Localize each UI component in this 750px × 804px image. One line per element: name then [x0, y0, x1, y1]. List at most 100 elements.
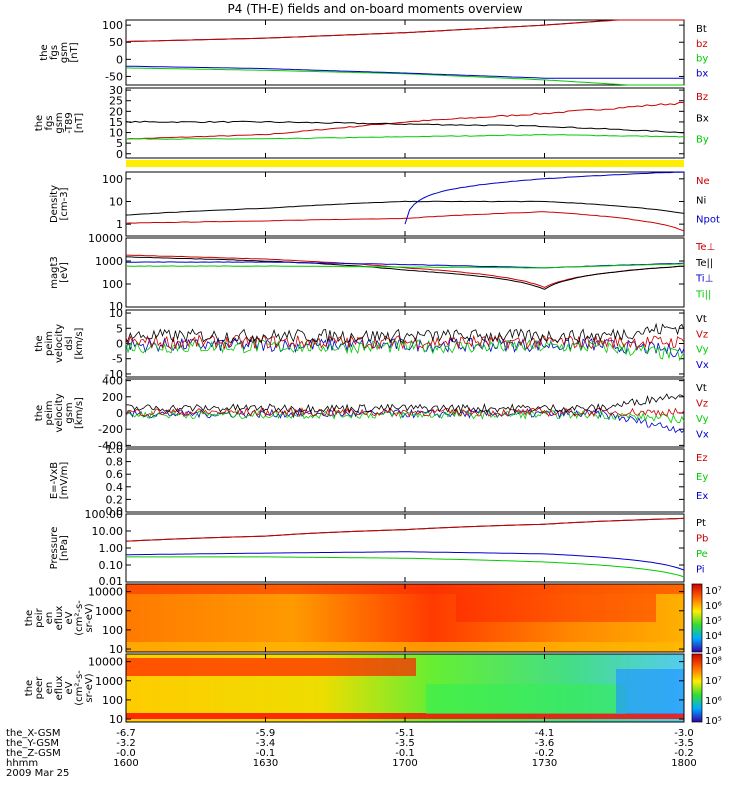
panel-temp: 10000 1000 100 10 magt3 [eV] Te⊥ Te|| Ti⊥ Ti|| [49, 232, 715, 313]
colorbar-label: 10⁷ [705, 586, 722, 597]
spectrogram-ion_spec [126, 584, 684, 652]
ephemeris-value: -6.7 [116, 728, 136, 739]
series-vel_dsl-Vz [125, 334, 685, 351]
legend-pe: Pe [696, 549, 708, 560]
ephemeris-value: -3.5 [395, 738, 415, 749]
y-axis-label: eflux [54, 676, 65, 701]
y-axis-label: fgs [49, 45, 60, 60]
y-tick-label: 1.00 [99, 542, 124, 555]
ephemeris-value: -3.4 [256, 738, 276, 749]
flag-bar [126, 160, 684, 167]
y-tick-label: 25 [109, 95, 123, 108]
y-tick-label: 1000 [95, 675, 123, 688]
y-tick-label: 15 [109, 116, 123, 129]
series-fgs_tsy-Bz [125, 101, 685, 140]
panel-density: 100 10 1 Density [cm-3] Ne Ni Npot [49, 171, 720, 237]
series-fgs_tsy-Bx [125, 120, 685, 134]
y-axis-label: the [34, 335, 45, 351]
ephemeris-value: -0.0 [116, 748, 136, 759]
y-tick-label: 1 [116, 218, 123, 231]
y-tick-label: 100.00 [85, 508, 124, 521]
legend-ne: Ne [696, 176, 710, 187]
legend-npot: Npot [696, 215, 720, 226]
legend-pb: Pb [696, 534, 708, 545]
y-axis-label: [km/s] [74, 327, 85, 359]
y-tick-label: -50 [105, 70, 123, 83]
y-tick-label: 100 [102, 19, 123, 32]
y-tick-label: 10 [109, 713, 123, 726]
legend-vz: Vz [696, 399, 708, 410]
plot-date: 2009 Mar 25 [6, 768, 69, 779]
ephemeris-value: -0.1 [395, 748, 415, 759]
legend-bz: Bz [696, 92, 708, 103]
ephemeris-label: the_Z-GSM [6, 748, 61, 759]
ephemeris-label: the_Y-GSM [6, 738, 59, 749]
y-tick-label: 0.0 [106, 505, 124, 518]
ephemeris-value: -3.5 [674, 738, 694, 749]
legend-vt: Vt [696, 383, 707, 394]
series-fgs_tsy-By [125, 133, 685, 140]
legend-bx: Bx [696, 113, 709, 124]
y-axis-label: en [44, 682, 55, 695]
colorbar-label: 10³ [705, 646, 722, 657]
colorbar-label: 10⁶ [705, 601, 722, 612]
legend-te||: Te|| [695, 258, 713, 269]
y-axis-label: the [34, 115, 45, 131]
y-axis-label: the [24, 680, 35, 696]
y-tick-label: 10 [109, 195, 123, 208]
y-tick-label: 10 [109, 127, 123, 140]
y-tick-label: 0 [116, 53, 123, 66]
y-axis-label: sr-eV) [84, 673, 95, 702]
panel-vel_dsl: 10 5 0 -5 -10 the peim velocity dsl [km/s] Vt Vz Vy V… [34, 307, 709, 381]
ephemeris-label: hhmm [6, 758, 38, 769]
legend-vy: Vy [696, 414, 709, 425]
y-axis-label: eflux [54, 606, 65, 631]
spectrogram-band [616, 669, 684, 714]
y-axis-label: peir [34, 607, 45, 627]
legend-pt: Pt [696, 518, 706, 529]
colorbar-label: 10⁸ [705, 656, 722, 667]
y-axis-label: peer [34, 676, 45, 700]
y-axis-label: -T89 [64, 112, 75, 134]
series-pressure-Pi [125, 551, 685, 571]
legend-ex: Ex [696, 491, 708, 502]
ephemeris-value: -5.1 [395, 728, 415, 739]
panel-elec_spec: 10⁸ 10⁷ 10⁶ 10⁵ 10000 1000 100 10 the peer en eflux… [24, 653, 722, 727]
y-axis-label: [km/s] [74, 397, 85, 429]
colorbar-label: 10⁵ [705, 616, 722, 627]
ephemeris-value: -3.2 [116, 738, 136, 749]
y-tick-label: 50 [109, 36, 123, 49]
ephemeris-value: 1730 [532, 758, 557, 769]
legend-vx: Vx [696, 430, 709, 441]
y-axis-label: eV [64, 611, 75, 624]
legend-bt: Bt [696, 24, 707, 35]
series-vel_gsm-Vt [125, 393, 685, 414]
series-temp-Te|| [125, 256, 684, 290]
legend-te⊥: Te⊥ [695, 242, 715, 253]
y-tick-label: 10000 [88, 656, 123, 669]
panel-frame [125, 171, 685, 237]
y-axis-label: E=-VxB [49, 462, 60, 499]
legend-vy: Vy [696, 345, 709, 356]
panel-fgs: 100 50 0 -50 the fgs gsm [nT] Bt bz by bx [39, 19, 708, 86]
panel-frame [125, 513, 685, 583]
series-density-Ne [125, 211, 685, 232]
y-tick-label: 1000 [95, 605, 123, 618]
y-axis-label: [nPa] [59, 535, 70, 561]
legend-ni: Ni [696, 195, 706, 206]
y-axis-label: dsl [64, 336, 75, 350]
y-axis-label: gsm [54, 112, 65, 133]
legend-vx: Vx [696, 360, 709, 371]
y-tick-label: 10 [109, 307, 123, 320]
colorbar-elec_spec [691, 653, 703, 723]
panel-frame [125, 87, 685, 159]
y-tick-label: 100 [102, 694, 123, 707]
y-axis-label: sr-eV) [84, 603, 95, 632]
ephemeris-value: -3.0 [674, 728, 694, 739]
spectrogram-band [126, 713, 684, 719]
y-axis-label: en [44, 612, 55, 625]
y-axis-label: gsm [59, 42, 70, 63]
y-axis-label: the [24, 610, 35, 626]
legend-pi: Pi [696, 565, 705, 576]
